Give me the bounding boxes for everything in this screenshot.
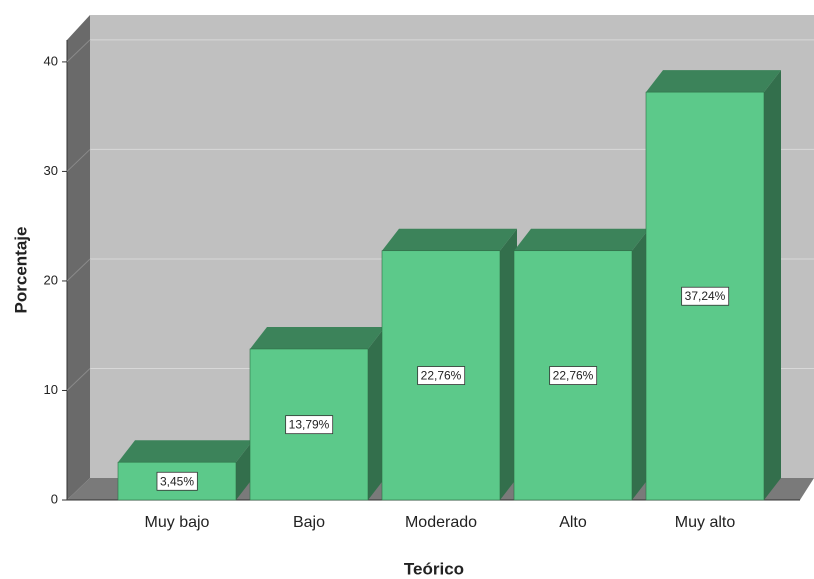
- bar-side: [368, 326, 385, 500]
- y-tick-label: 40: [44, 53, 58, 68]
- y-tick-label: 0: [51, 491, 58, 506]
- value-label: 37,24%: [685, 289, 726, 303]
- bar-side: [500, 228, 517, 500]
- value-label: 22,76%: [553, 369, 594, 383]
- bar-top: [646, 70, 781, 93]
- x-axis-title: Teórico: [404, 559, 464, 578]
- value-label: 22,76%: [421, 369, 462, 383]
- left-wall: [67, 15, 90, 500]
- bar-top: [250, 326, 385, 349]
- bar-side: [236, 440, 253, 500]
- value-label-box: [417, 366, 466, 385]
- x-tick-label: Alto: [559, 514, 587, 531]
- grid-line: [66, 39, 91, 63]
- x-tick-label: Muy bajo: [145, 514, 210, 531]
- grid-line: [66, 149, 91, 172]
- x-tick-label: Bajo: [293, 514, 325, 531]
- value-label: 13,79%: [289, 418, 330, 432]
- value-label: 3,45%: [160, 474, 194, 488]
- value-label-box: [285, 415, 334, 435]
- y-tick-label: 20: [44, 272, 58, 287]
- bar-top: [514, 228, 649, 251]
- y-axis-title: Porcentaje: [11, 227, 30, 314]
- bar-side: [632, 228, 649, 500]
- y-tick-label: 30: [44, 163, 58, 178]
- value-label-box: [681, 286, 730, 306]
- x-tick-label: Muy alto: [675, 514, 736, 531]
- bar-top: [118, 440, 253, 463]
- bar-top: [382, 228, 517, 251]
- x-tick-label: Moderado: [405, 514, 477, 531]
- grid-line: [66, 368, 91, 391]
- y-tick-label: 10: [44, 382, 58, 397]
- value-label-box: [156, 471, 198, 491]
- value-label-box: [549, 366, 598, 385]
- bar-side: [764, 70, 781, 500]
- grid-line: [66, 258, 91, 282]
